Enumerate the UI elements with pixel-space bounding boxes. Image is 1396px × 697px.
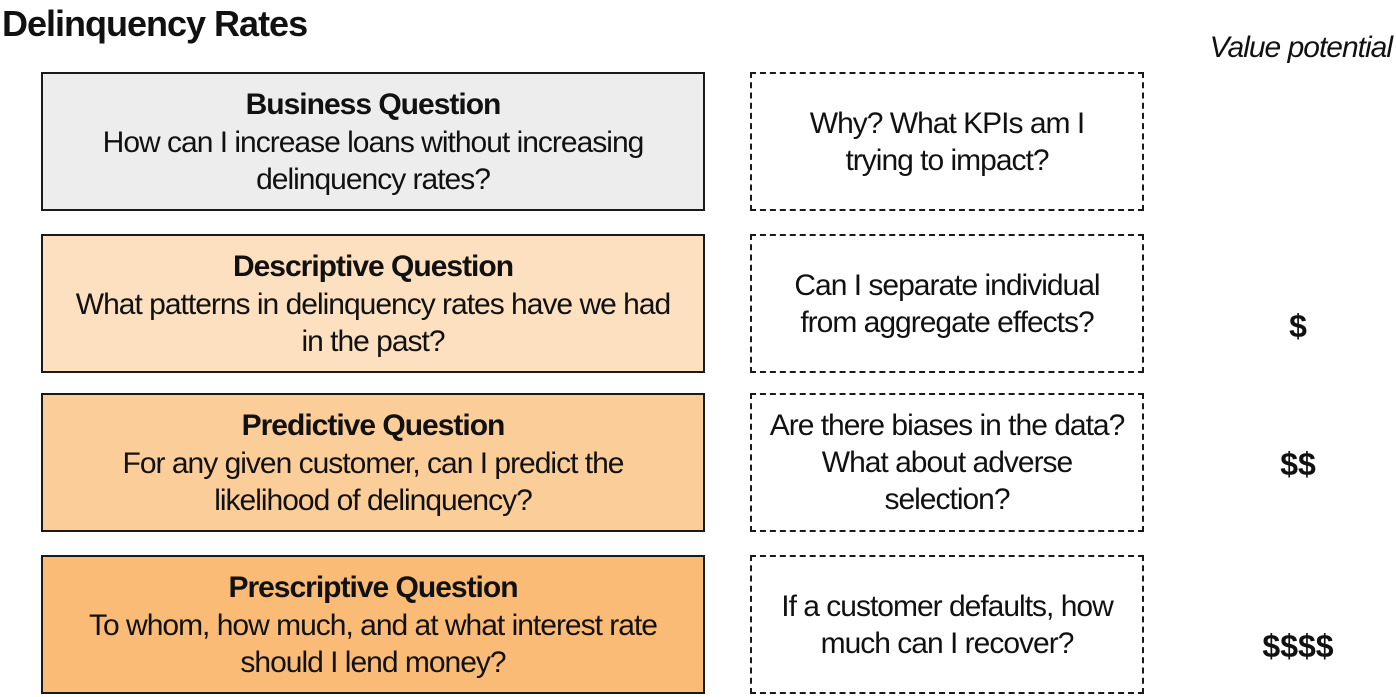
predictive-question-title: Predictive Question [241,408,506,442]
business-note-box: Why? What KPIs am I trying to impact? [750,72,1144,211]
prescriptive-value: $$$$ [1262,628,1334,664]
prescriptive-question-title: Prescriptive Question [228,570,518,604]
value-potential-header: Value potential [1209,31,1393,64]
prescriptive-note-text: If a customer defaults, how much can I r… [781,589,1114,660]
descriptive-note-text: Can I separate individual from aggregate… [794,268,1100,339]
descriptive-value: $ [1289,308,1307,344]
descriptive-question-title: Descriptive Question [232,249,514,283]
business-question-text: How can I increase loans without increas… [102,125,645,196]
descriptive-note-box: Can I separate individual from aggregate… [750,234,1144,373]
predictive-question-text: For any given customer, can I predict th… [122,446,625,517]
descriptive-question-text: What patterns in delinquency rates have … [75,287,671,358]
predictive-question-box: Predictive Question For any given custom… [41,393,705,532]
prescriptive-question-box: Prescriptive Question To whom, how much,… [41,555,705,694]
business-question-box: Business Question How can I increase loa… [41,72,705,211]
prescriptive-question-text: To whom, how much, and at what interest … [89,608,658,679]
diagram-title: Delinquency Rates [2,3,308,44]
business-question-title: Business Question [245,87,502,121]
predictive-note-box: Are there biases in the data? What about… [750,393,1144,532]
business-note-text: Why? What KPIs am I trying to impact? [809,106,1085,177]
descriptive-question-box: Descriptive Question What patterns in de… [41,234,705,373]
predictive-note-text: Are there biases in the data? What about… [769,409,1126,516]
predictive-value: $$ [1280,446,1316,482]
prescriptive-note-box: If a customer defaults, how much can I r… [750,555,1144,694]
